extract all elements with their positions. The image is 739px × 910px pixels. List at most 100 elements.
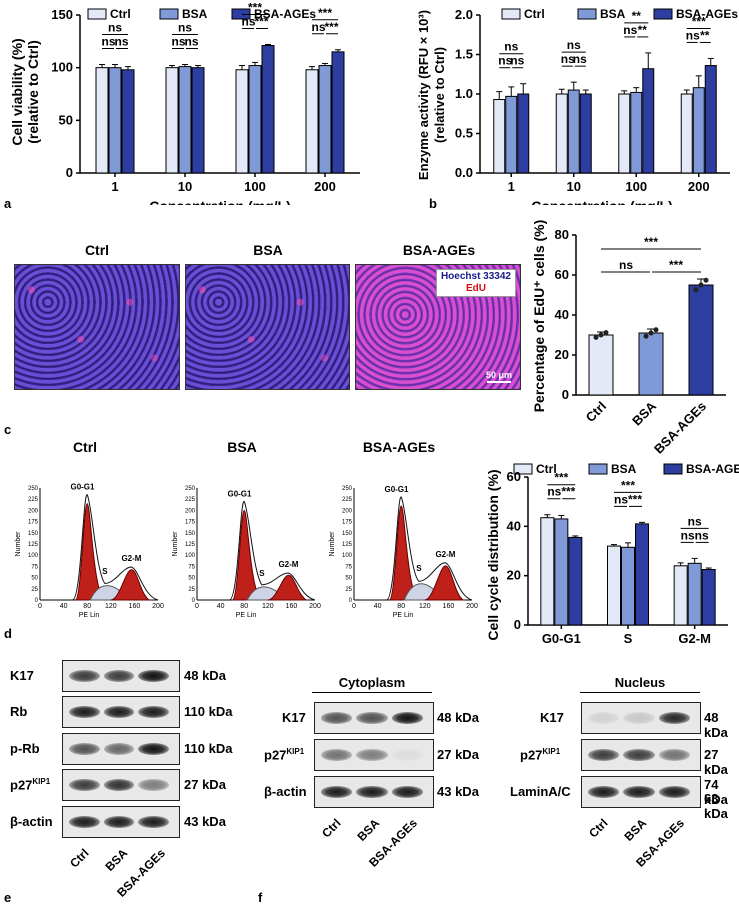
sig-label: ns [241, 14, 255, 28]
sig-label: ns [619, 258, 633, 272]
sig-label: ns [184, 35, 198, 49]
sig-label: ns [171, 35, 185, 49]
data-point [603, 330, 609, 336]
panel-label-f: f [258, 890, 263, 905]
x-tick-label: G0-G1 [542, 631, 581, 646]
flow-x-tick-label: 40 [60, 603, 68, 610]
wb-e-label-4: β-actin [10, 814, 53, 829]
bar-Ctrl-200 [305, 69, 319, 174]
x-tick-label: Ctrl [583, 399, 609, 425]
bar-BSA-G0-G1 [554, 518, 569, 626]
wb-f-cyto-row-0-strip [314, 702, 434, 734]
sig-label: ns [547, 485, 561, 499]
x-tick-label: 10 [567, 179, 581, 194]
legend-swatch-0 [513, 463, 533, 475]
band [391, 786, 423, 798]
bar-BSA-AGEs-200 [331, 51, 345, 174]
data-point [593, 334, 599, 340]
sig-label: *** [561, 485, 575, 499]
wb-f-nuc-kda-1: 27 kDa [704, 747, 728, 777]
y-tick-label: 50 [59, 112, 73, 127]
histogram-outline [71, 494, 159, 601]
flow-y-title: Number [172, 531, 179, 557]
y-tick-label: 0.5 [455, 126, 473, 141]
flow-x-title: PE Lin [79, 612, 100, 619]
band [623, 786, 655, 798]
sig-label: ns [510, 54, 524, 68]
bar-BSA-AGEs-100 [642, 68, 655, 174]
bar-BSA-AGEs-1 [517, 93, 530, 174]
wb-f-nuc-lane-1: BSA [621, 816, 649, 844]
bar-Ctrl-S [607, 545, 621, 626]
legend-label-1: BSA [611, 462, 637, 476]
y-tick-label: 80 [555, 227, 569, 242]
band [588, 712, 620, 724]
g0g1-peak [231, 509, 263, 601]
y-axis-title-a2: (relative to Ctrl) [25, 40, 41, 143]
y-tick-label: 40 [555, 307, 569, 322]
band [103, 743, 135, 755]
legend-swatch-1 [577, 8, 597, 20]
y-tick-label: 0 [562, 387, 569, 402]
bar-Ctrl-G2-M [673, 565, 688, 626]
g2m-label: G2-M [278, 560, 298, 569]
data-point [643, 333, 649, 339]
wb-f-nuc-kda-2: 74 kDa [704, 777, 728, 807]
wb-f-cyto-label-2: β-actin [264, 784, 307, 799]
histogram-outline [385, 496, 473, 601]
band [391, 712, 423, 724]
band [103, 670, 135, 682]
scale-label: 50 μm [485, 370, 512, 380]
flow-y-tick-label: 250 [342, 486, 353, 492]
band [391, 749, 423, 761]
flow-y-tick-label: 150 [342, 531, 353, 537]
bar-BSA-AGEs [688, 284, 714, 396]
sig-label: ** [632, 9, 642, 23]
y-tick-label: 60 [555, 267, 569, 282]
flow-y-tick-label: 250 [185, 486, 196, 492]
wb-f-nuc-label-2: LaminA/C [510, 784, 571, 799]
flow-y-tick-label: 25 [345, 587, 352, 593]
bar-Ctrl-1 [95, 67, 109, 174]
y-tick-label: 0 [66, 165, 73, 180]
bar-BSA-100 [248, 65, 262, 174]
sig-label: ns [311, 20, 325, 34]
wb-f-nuc-row-2-strip [581, 776, 701, 808]
flow-y-tick-label: 75 [31, 564, 38, 570]
flow-y-tick-label: 225 [185, 497, 196, 503]
flow-y-tick-label: 125 [342, 542, 353, 548]
sig-label: *** [669, 258, 683, 272]
flow-y-tick-label: 100 [28, 553, 39, 559]
bar-BSA-AGEs-G0-G1 [568, 536, 583, 626]
flow-y-tick-label: 0 [35, 598, 39, 604]
panel-label-a: a [4, 196, 12, 211]
panel-label-b: b [429, 196, 437, 211]
wb-f-cyto-row-2-strip [314, 776, 434, 808]
bar-BSA-200 [692, 87, 705, 174]
bar-BSA-200 [318, 65, 332, 174]
flow-y-tick-label: 175 [185, 520, 196, 526]
flow-x-tick-label: 80 [240, 603, 248, 610]
legend-label-2: BSA-AGEs [676, 7, 738, 21]
bar-BSA-10 [178, 66, 192, 174]
legend-swatch-1 [588, 463, 608, 475]
g2m-label: G2-M [121, 554, 141, 563]
bar-Ctrl-1 [493, 99, 506, 174]
chart-a: Ctrl BSA BSA-AGEs0501001501nsnsns10nsnsns1… [9, 0, 360, 205]
flow-x-tick-label: 120 [105, 603, 117, 610]
bar-BSA [638, 332, 664, 396]
flow-y-tick-label: 75 [188, 564, 195, 570]
flow-y-tick-label: 150 [185, 531, 196, 537]
x-tick-label: BSA [629, 398, 659, 428]
micro-title-ages: BSA-AGEs [402, 242, 476, 258]
sig-label: ns [686, 28, 700, 42]
x-tick-label: 200 [314, 179, 336, 194]
legend-label-0: Ctrl [536, 462, 557, 476]
wb-f-nuc-kda2-2: 63 kDa [704, 791, 728, 821]
bar-BSA-AGEs-10 [191, 67, 205, 174]
wb-f-nuc-kda-0: 48 kDa [704, 710, 728, 740]
g0g1-peak [74, 503, 106, 601]
flow-y-tick-label: 0 [349, 598, 353, 604]
x-tick-label: 1 [508, 179, 515, 194]
